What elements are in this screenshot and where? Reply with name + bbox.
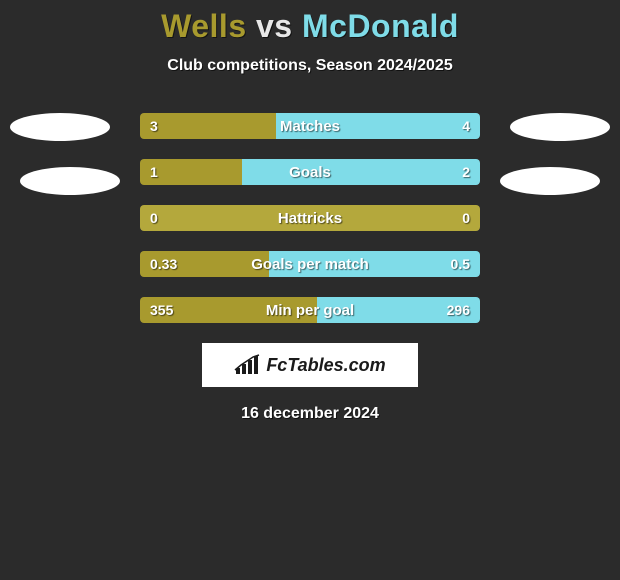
stats-area: 34Matches 12Goals 00Hattricks 0.330.5Goals … — [0, 113, 620, 323]
bar-left — [140, 297, 317, 323]
source-logo: FcTables.com — [202, 343, 418, 387]
stat-row: 355296Min per goal — [140, 297, 480, 323]
stat-row: 34Matches — [140, 113, 480, 139]
stat-row: 12Goals — [140, 159, 480, 185]
date-label: 16 december 2024 — [0, 405, 620, 423]
logo-text: FcTables.com — [266, 355, 385, 376]
player-oval-left — [20, 167, 120, 195]
bar-right — [242, 159, 480, 185]
page-title: Wells vs McDonald — [0, 8, 620, 45]
bar-right — [276, 113, 480, 139]
bar-left — [140, 113, 276, 139]
player-oval-right — [500, 167, 600, 195]
stat-row: 0.330.5Goals per match — [140, 251, 480, 277]
bar-left — [140, 205, 480, 231]
vs-label: vs — [256, 8, 293, 44]
bar-left — [140, 251, 269, 277]
bar-right — [317, 297, 480, 323]
stat-row: 00Hattricks — [140, 205, 480, 231]
player-oval-left — [10, 113, 110, 141]
player1-name: Wells — [161, 8, 247, 44]
player2-name: McDonald — [302, 8, 459, 44]
player-oval-right — [510, 113, 610, 141]
bar-chart-icon — [234, 354, 260, 376]
subtitle: Club competitions, Season 2024/2025 — [0, 57, 620, 75]
comparison-infographic: Wells vs McDonald Club competitions, Sea… — [0, 0, 620, 580]
bar-left — [140, 159, 242, 185]
bar-right — [269, 251, 480, 277]
